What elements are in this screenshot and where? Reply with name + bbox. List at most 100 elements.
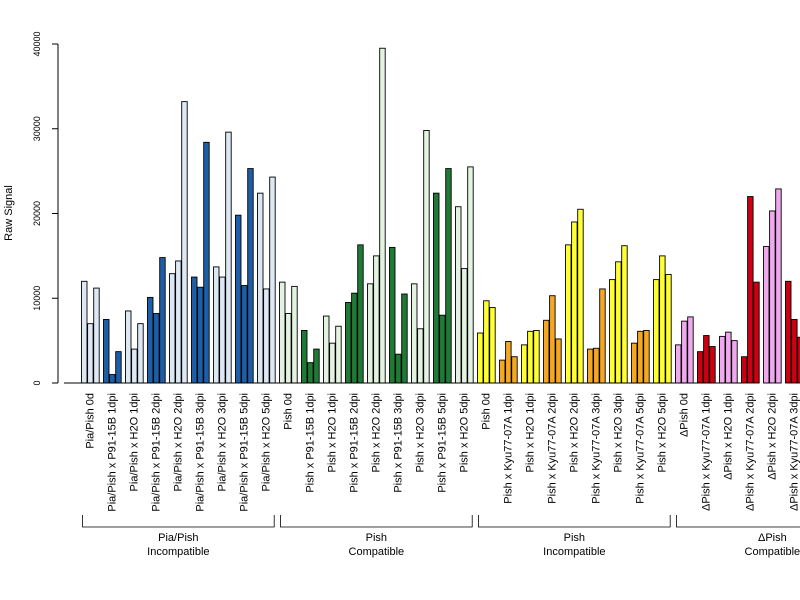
bar — [731, 340, 738, 384]
group-bracket — [280, 515, 473, 528]
x-tick-label: Pish 0d — [282, 393, 294, 430]
y-tick-label: 20000 — [32, 201, 42, 226]
x-tick-label: Pish x H2O 1dpi — [326, 393, 338, 472]
bar — [345, 302, 352, 384]
bar — [153, 313, 160, 384]
bar — [659, 255, 666, 384]
bar — [351, 292, 358, 384]
bar — [675, 344, 682, 384]
bar — [175, 260, 182, 384]
x-tick-label: ΔPish 0d — [678, 393, 690, 437]
bar — [599, 288, 606, 384]
x-tick-label: Pish x Kyu77-07A 1dpi — [502, 393, 514, 504]
bar — [379, 47, 386, 384]
x-tick-label: Pish x H2O 5dpi — [656, 393, 668, 472]
x-tick-label: Pish x P91-15B 1dpi — [304, 393, 316, 493]
x-tick-label: Pish x H2O 3dpi — [612, 393, 624, 472]
bar — [313, 348, 320, 384]
bar — [213, 266, 220, 384]
bar — [433, 192, 440, 384]
bar — [87, 323, 94, 384]
bar — [637, 330, 644, 384]
bar — [439, 314, 446, 384]
x-tick-label: Pia/Pish x P91-15B 1dpi — [106, 393, 118, 512]
bar — [357, 244, 364, 384]
bar — [769, 210, 776, 384]
group-sublabel: Incompatible — [147, 546, 209, 558]
x-tick-label: Pia/Pish x H2O 3dpi — [216, 393, 228, 491]
bar — [395, 353, 402, 384]
bar — [455, 206, 462, 384]
y-axis: 0 10000 20000 30000 40000 — [32, 31, 59, 386]
bar — [665, 274, 672, 384]
bar — [445, 168, 452, 384]
bar — [247, 168, 254, 384]
bar — [169, 273, 176, 384]
bar — [477, 332, 484, 384]
bar — [719, 335, 726, 384]
bar — [621, 245, 628, 384]
bar — [219, 276, 226, 384]
group-label: ΔPish — [758, 532, 787, 544]
bar — [461, 268, 468, 384]
bar — [389, 246, 396, 384]
bar — [417, 328, 424, 384]
bar — [483, 300, 490, 384]
bar — [565, 244, 572, 384]
bar — [131, 348, 138, 384]
x-tick-label: Pish x H2O 2dpi — [370, 393, 382, 472]
x-tick-label: ΔPish x Kyu77-07A 3dpi — [788, 393, 800, 511]
bar — [555, 338, 562, 384]
y-tick-label: 30000 — [32, 116, 42, 141]
bar — [631, 342, 638, 384]
bar — [593, 347, 600, 384]
group-bracket — [478, 515, 671, 528]
bar — [115, 351, 122, 384]
bar — [411, 283, 418, 384]
bar — [511, 356, 518, 384]
bar — [791, 318, 798, 384]
y-tick-label: 0 — [32, 380, 42, 385]
bar — [147, 296, 154, 384]
bar — [521, 344, 528, 384]
bar — [329, 342, 336, 384]
bar — [323, 315, 330, 384]
bar — [653, 279, 660, 384]
x-tick-label: Pia/Pish x H2O 5dpi — [260, 393, 272, 491]
bar — [335, 325, 342, 384]
x-tick-label: ΔPish x Kyu77-07A 2dpi — [744, 393, 756, 511]
bar — [181, 101, 188, 384]
bar — [373, 255, 380, 384]
bar — [367, 283, 374, 384]
bar — [225, 131, 232, 384]
bar — [681, 320, 688, 384]
bar — [543, 319, 550, 384]
x-tick-label: Pish x Kyu77-07A 3dpi — [590, 393, 602, 504]
bar — [423, 129, 430, 384]
bar — [709, 346, 716, 384]
group-sublabel: Incompatible — [543, 546, 605, 558]
x-tick-label: Pia/Pish 0d — [84, 393, 96, 449]
y-axis-label: Raw Signal — [3, 185, 15, 241]
y-tick-label: 10000 — [32, 286, 42, 311]
x-tick-label: Pish x Kyu77-07A 5dpi — [634, 393, 646, 504]
x-tick-label: ΔPish x Kyu77-07A 1dpi — [700, 393, 712, 511]
bar — [775, 188, 782, 384]
x-tick-label: Pia/Pish x P91-15B 5dpi — [238, 393, 250, 512]
bar — [291, 285, 298, 384]
bar — [505, 341, 512, 384]
bar — [137, 323, 144, 384]
bar — [499, 359, 506, 384]
bar — [785, 280, 792, 384]
x-tick-label: ΔPish x H2O 1dpi — [722, 393, 734, 480]
bar — [279, 281, 286, 384]
bar — [489, 307, 496, 384]
bar — [191, 276, 198, 384]
bar — [643, 330, 650, 384]
bar — [109, 374, 116, 384]
bar — [125, 310, 132, 384]
group-bracket — [676, 515, 800, 528]
bar — [703, 335, 710, 384]
x-tick-label: Pia/Pish x P91-15B 2dpi — [150, 393, 162, 512]
